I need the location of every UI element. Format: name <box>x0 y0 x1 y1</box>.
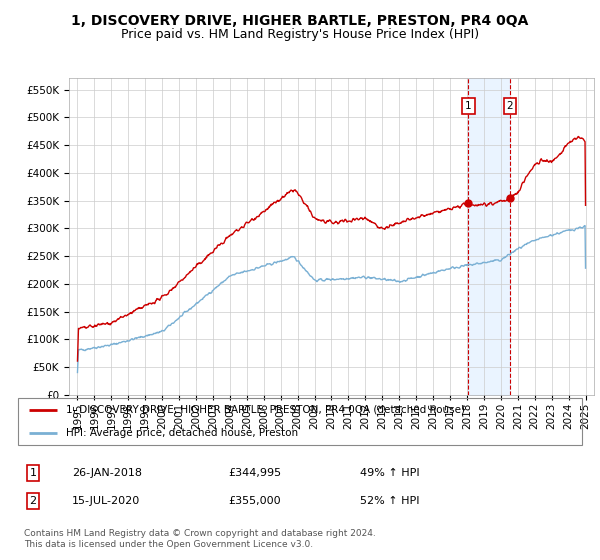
Text: £344,995: £344,995 <box>228 468 281 478</box>
Text: HPI: Average price, detached house, Preston: HPI: Average price, detached house, Pres… <box>66 428 298 438</box>
Text: 2: 2 <box>29 496 37 506</box>
Text: Price paid vs. HM Land Registry's House Price Index (HPI): Price paid vs. HM Land Registry's House … <box>121 28 479 41</box>
Text: 52% ↑ HPI: 52% ↑ HPI <box>360 496 419 506</box>
Text: 49% ↑ HPI: 49% ↑ HPI <box>360 468 419 478</box>
Text: 1: 1 <box>29 468 37 478</box>
Text: 1, DISCOVERY DRIVE, HIGHER BARTLE, PRESTON, PR4 0QA: 1, DISCOVERY DRIVE, HIGHER BARTLE, PREST… <box>71 14 529 28</box>
Text: 2: 2 <box>506 101 514 111</box>
Text: 26-JAN-2018: 26-JAN-2018 <box>72 468 142 478</box>
Text: 1, DISCOVERY DRIVE, HIGHER BARTLE, PRESTON, PR4 0QA (detached house): 1, DISCOVERY DRIVE, HIGHER BARTLE, PREST… <box>66 404 465 414</box>
Text: Contains HM Land Registry data © Crown copyright and database right 2024.
This d: Contains HM Land Registry data © Crown c… <box>24 529 376 549</box>
Text: 1: 1 <box>465 101 472 111</box>
Text: 15-JUL-2020: 15-JUL-2020 <box>72 496 140 506</box>
Text: £355,000: £355,000 <box>228 496 281 506</box>
